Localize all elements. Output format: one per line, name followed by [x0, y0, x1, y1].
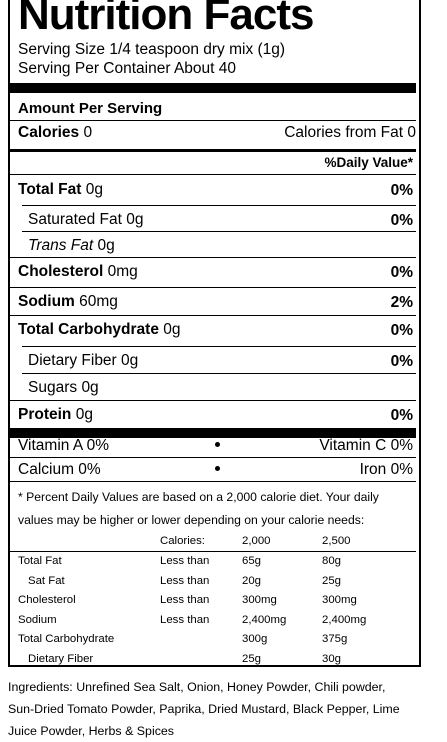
divider	[22, 346, 416, 347]
nutrient-amount: 0g	[85, 181, 103, 198]
ingredients-line: Sun-Dried Tomato Powder, Paprika, Dried …	[8, 702, 400, 716]
calories-row: Calories 0 Calories from Fat 0	[18, 125, 418, 141]
divider	[10, 149, 416, 152]
divider	[10, 551, 416, 552]
divider	[10, 400, 416, 401]
thick-divider	[10, 83, 416, 93]
dv-table-cell: 25g	[242, 652, 262, 665]
nutrient-amount: 0g	[97, 237, 115, 254]
nutrient-label: Sugars	[28, 379, 78, 396]
dv-table-cell: Less than	[160, 574, 210, 587]
divider	[10, 287, 416, 288]
nutrient-row: Dietary Fiber 0g	[28, 353, 138, 369]
ingredients-line: Ingredients: Unrefined Sea Salt, Onion, …	[8, 680, 386, 694]
dv-table-cell: Less than	[160, 613, 210, 626]
nutrient-row: Total Fat 0g	[18, 182, 103, 198]
dv-table-cell: 65g	[242, 555, 262, 567]
divider	[22, 231, 416, 232]
dv-table-cell: 25g	[322, 574, 342, 587]
nutrient-label: Protein	[18, 406, 72, 423]
calories-from-fat: Calories from Fat 0	[284, 124, 416, 141]
nutrient-label: Total Fat	[18, 181, 82, 198]
divider	[10, 481, 416, 482]
dv-table-cell: Dietary Fiber	[28, 652, 94, 665]
divider	[10, 120, 416, 121]
nutrient-amount: 0mg	[107, 263, 138, 280]
dv-table-cell: 300mg	[322, 594, 357, 606]
nutrient-daily-value: 0%	[390, 353, 413, 370]
dv-table-cell: 20g	[242, 574, 262, 587]
nutrient-label: Saturated Fat	[28, 211, 122, 228]
dv-table-cell: Less than	[160, 594, 210, 606]
nutrient-label: Dietary Fiber	[28, 352, 117, 369]
nutrient-label: Cholesterol	[18, 263, 104, 280]
nutrient-amount: 0g	[163, 321, 181, 338]
dv-table-cell: Total Carbohydrate	[18, 633, 115, 645]
nutrient-row: Cholesterol 0mg	[18, 264, 138, 280]
dv-table-cell: 80g	[322, 555, 342, 567]
nutrient-amount: 0g	[126, 211, 144, 228]
nutrient-label: Sodium	[18, 293, 75, 310]
label-title: Nutrition Facts	[18, 0, 314, 39]
nutrient-row: Sugars 0g	[28, 380, 99, 396]
calcium: Calcium 0%	[18, 461, 101, 478]
iron: Iron 0%	[359, 461, 413, 478]
nutrient-row: Protein 0g	[18, 407, 93, 423]
bullet-separator	[215, 466, 220, 471]
divider	[10, 257, 416, 258]
thick-divider	[10, 428, 416, 438]
footnote-line-1: * Percent Daily Values are based on a 2,…	[18, 490, 379, 504]
daily-value-header: %Daily Value*	[324, 155, 413, 170]
nutrient-row: Sodium 60mg	[18, 294, 118, 310]
dv-table-cell: Sodium	[18, 613, 57, 626]
dv-table-cell: 30g	[322, 652, 342, 665]
vitamin-c: Vitamin C 0%	[319, 437, 413, 454]
nutrition-label	[8, 0, 421, 667]
dv-table-header-cell: Calories:	[160, 535, 205, 547]
nutrient-row: Saturated Fat 0g	[28, 212, 143, 228]
nutrient-row: Total Carbohydrate 0g	[18, 322, 181, 338]
servings-per-container: Serving Per Container About 40	[18, 60, 236, 77]
ingredients-list: Ingredients: Unrefined Sea Salt, Onion, …	[8, 676, 438, 742]
amount-per-serving: Amount Per Serving	[18, 100, 163, 117]
nutrient-daily-value: 0%	[390, 407, 413, 424]
divider	[10, 174, 416, 175]
dv-table-cell: Total Fat	[18, 555, 62, 567]
dv-table-cell: Sat Fat	[28, 574, 65, 587]
dv-table-cell: 300mg	[242, 594, 277, 606]
serving-size: Serving Size 1/4 teaspoon dry mix (1g)	[18, 41, 286, 58]
vitamin-a: Vitamin A 0%	[18, 437, 110, 454]
footnote-line-2: values may be higher or lower depending …	[18, 513, 365, 527]
calories-label: Calories	[18, 124, 80, 141]
dv-table-cell: Less than	[160, 555, 210, 567]
nutrient-amount: 0g	[121, 352, 139, 369]
dv-table-header-cell: 2,000	[242, 535, 271, 547]
divider	[22, 205, 416, 206]
nutrient-amount: 60mg	[79, 293, 118, 310]
nutrient-daily-value: 0%	[390, 322, 413, 339]
nutrient-row: Trans Fat 0g	[28, 238, 115, 254]
nutrient-label: Trans Fat	[28, 237, 94, 254]
nutrient-daily-value: 2%	[390, 294, 413, 311]
nutrient-daily-value: 0%	[390, 182, 413, 199]
calories-value: 0	[83, 124, 93, 141]
bullet-separator	[215, 442, 220, 447]
nutrient-amount: 0g	[81, 379, 99, 396]
nutrient-daily-value: 0%	[390, 264, 413, 281]
divider	[10, 315, 416, 316]
dv-table-cell: Cholesterol	[18, 594, 76, 606]
dv-table-header-cell: 2,500	[322, 535, 351, 547]
dv-table-cell: 2,400mg	[322, 613, 367, 626]
ingredients-line: Juice Powder, Herbs & Spices	[8, 724, 174, 738]
dv-table-cell: 300g	[242, 633, 268, 645]
nutrient-daily-value: 0%	[390, 212, 413, 229]
divider	[22, 373, 416, 374]
divider	[10, 457, 416, 458]
dv-table-cell: 375g	[322, 633, 348, 645]
dv-table-cell: 2,400mg	[242, 613, 287, 626]
nutrient-label: Total Carbohydrate	[18, 321, 159, 338]
nutrient-amount: 0g	[75, 406, 93, 423]
